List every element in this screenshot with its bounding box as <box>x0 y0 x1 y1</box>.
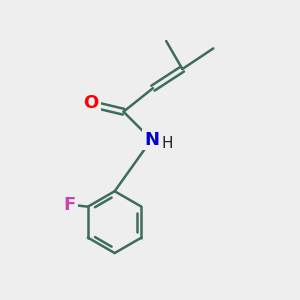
Text: H: H <box>161 136 172 151</box>
Text: F: F <box>64 196 76 214</box>
Text: O: O <box>83 94 99 112</box>
Text: N: N <box>144 131 159 149</box>
